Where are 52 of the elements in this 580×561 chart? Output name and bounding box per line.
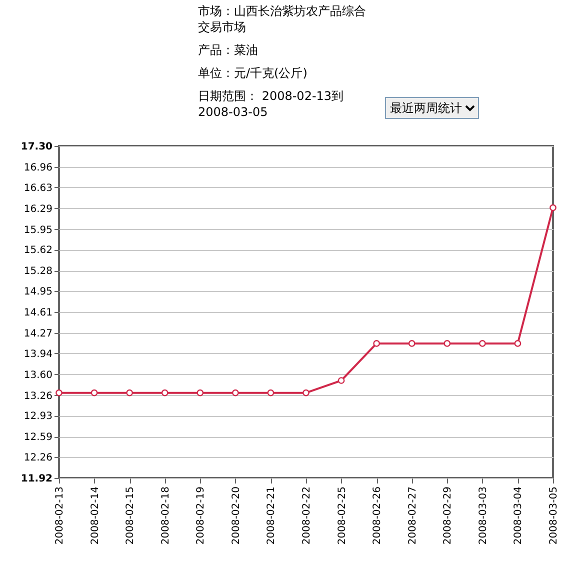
x-tick-label: 2008-02-25 <box>336 486 348 545</box>
y-tick-label: 14.95 <box>24 286 52 298</box>
y-tick-label: 15.62 <box>24 245 52 256</box>
point <box>90 389 98 396</box>
y-tick-label: 14.27 <box>24 328 52 340</box>
y-tick-label: 12.59 <box>24 432 52 444</box>
y-tick-label: 12.26 <box>24 452 52 464</box>
point <box>550 204 556 212</box>
x-tick-label: 2008-03-03 <box>478 486 489 545</box>
y-tick-label: 15.95 <box>24 224 52 236</box>
y-tick-label: 13.60 <box>24 370 52 381</box>
x-tick-label: 2008-03-04 <box>513 486 524 545</box>
y-tick-label: 16.29 <box>24 204 52 215</box>
point <box>408 340 416 347</box>
point <box>338 377 345 384</box>
y-tick-label: 14.61 <box>24 308 52 318</box>
x-tick-label: 2008-02-14 <box>90 486 101 545</box>
x-tick-label: 2008-02-29 <box>442 486 454 545</box>
y-tick-label: 13.94 <box>24 348 52 360</box>
x-tick-label: 2008-02-21 <box>266 486 278 545</box>
chart-title: 市场：山西长治紫坊农产品综合交易市场 <box>198 3 367 35</box>
y-tick-label: 17.30 <box>20 142 53 152</box>
y-tick-label: 16.96 <box>24 162 52 174</box>
x-tick-label: 2008-02-18 <box>160 486 172 545</box>
x-tick-label: 2008-02-15 <box>125 486 136 545</box>
point <box>373 340 380 347</box>
point <box>232 389 239 396</box>
text: 单位：元/千克(公斤) <box>198 65 308 81</box>
text: 日期范围： 2008-02-13到2008-03-05 <box>198 88 345 120</box>
x-tick-label: 2008-02-26 <box>372 486 384 545</box>
y-tick-label: 13.26 <box>24 390 52 402</box>
x-tick-label: 2008-02-22 <box>302 486 312 545</box>
point <box>444 340 451 347</box>
point <box>479 340 486 347</box>
dropdown: 最近两周统计 <box>385 97 479 119</box>
point <box>514 340 522 347</box>
x-tick-label: 2008-03-05 <box>548 486 560 545</box>
point <box>196 389 204 396</box>
point <box>302 389 310 396</box>
point <box>56 389 62 396</box>
y-tick-label: 16.63 <box>24 182 52 194</box>
x-tick-label: 2008-02-13 <box>54 486 66 545</box>
x-tick-label: 2008-02-20 <box>230 486 242 545</box>
point <box>126 389 133 396</box>
y-tick-label: 15.28 <box>24 266 52 278</box>
point <box>267 389 274 396</box>
chart-subtitle: 产品：菜油 <box>198 42 259 58</box>
x-tick-label: 2008-02-19 <box>196 486 207 545</box>
x-tick-label: 2008-02-27 <box>407 486 418 545</box>
y-tick-label: 12.93 <box>24 411 52 422</box>
y-tick-label: 11.92 <box>20 474 53 484</box>
point <box>161 389 168 396</box>
